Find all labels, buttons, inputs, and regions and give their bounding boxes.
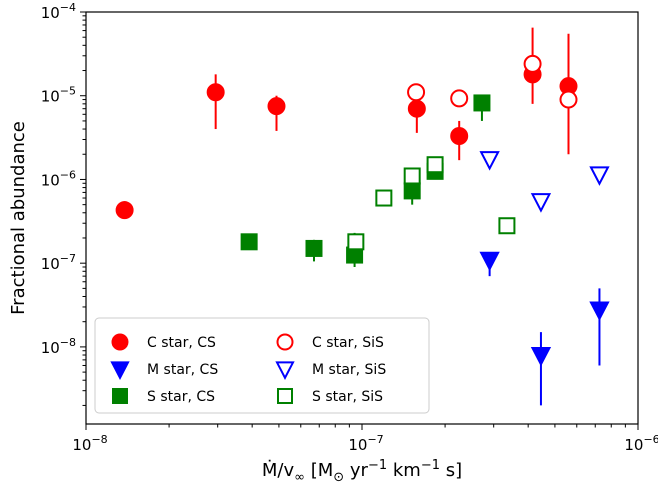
c-star-cs-point (206, 83, 225, 102)
c-star-cs-point (450, 127, 469, 146)
m-star-cs-point (479, 251, 500, 272)
s-star-sis-point (347, 233, 365, 251)
legend-marker-m-star-sis (275, 361, 295, 380)
y-tick-label: 10−6 (41, 168, 76, 189)
c-star-sis-point (407, 83, 426, 102)
c-star-cs-point (267, 97, 286, 116)
c-star-sis-point (523, 54, 542, 73)
legend-marker-c-star-sis (276, 333, 294, 351)
y-tick-label: 10−4 (41, 1, 76, 22)
legend-label-c-star-sis: C star, SiS (312, 335, 384, 351)
y-tick-label: 10−7 (41, 252, 76, 273)
s-star-cs-point (473, 94, 491, 112)
y-axis-title: Fractional abundance (8, 121, 29, 315)
x-axis-title: Ṁ/v∞ [M⊙ yr−1 km−1 s] (262, 458, 462, 485)
c-star-cs-point (407, 99, 426, 118)
x-tick-label: 10−6 (624, 433, 658, 454)
s-star-sis-point (426, 156, 444, 174)
legend-label-c-star-cs: C star, CS (147, 335, 216, 351)
legend-label-m-star-cs: M star, CS (147, 362, 218, 378)
m-star-cs-point (530, 347, 552, 367)
s-star-sis-point (375, 189, 393, 207)
c-star-sis-point (559, 90, 578, 109)
plot-frame (85, 11, 639, 425)
s-star-sis-point (498, 217, 516, 235)
s-star-sis-point (403, 167, 421, 185)
y-tick-label: 10−5 (41, 85, 76, 106)
c-star-sis-point (450, 89, 469, 108)
m-star-sis-point (589, 166, 610, 186)
s-star-cs-point (403, 182, 421, 200)
axis-labels: 10−8 10−7 10−6 10−8 10−7 10−6 10−5 10−4 Ṁ/v∞ [M⊙… (8, 1, 658, 485)
legend-label-m-star-sis: M star, SiS (312, 362, 386, 378)
y-tick-label: 10−8 (41, 336, 76, 357)
s-star-cs-point (240, 233, 258, 251)
legend-marker-c-star-cs (111, 333, 129, 351)
legend-box (94, 317, 430, 414)
legend-marker-m-star-cs (110, 361, 130, 380)
x-tick-label: 10−7 (348, 433, 383, 454)
s-star-cs-point (305, 239, 323, 257)
legend-label-s-star-sis: S star, SiS (312, 389, 383, 405)
legend-marker-s-star-sis (277, 388, 293, 404)
data-marks (115, 27, 610, 406)
legend: C star, CS M star, CS S star, CS C star, Si… (94, 317, 430, 414)
m-star-cs-point (589, 301, 610, 321)
m-star-sis-point (530, 193, 552, 213)
c-star-cs-point (115, 201, 134, 220)
x-tick-label: 10−8 (72, 433, 107, 454)
m-star-sis-point (479, 151, 500, 171)
legend-label-s-star-cs: S star, CS (147, 389, 215, 405)
legend-marker-s-star-cs (112, 388, 128, 404)
